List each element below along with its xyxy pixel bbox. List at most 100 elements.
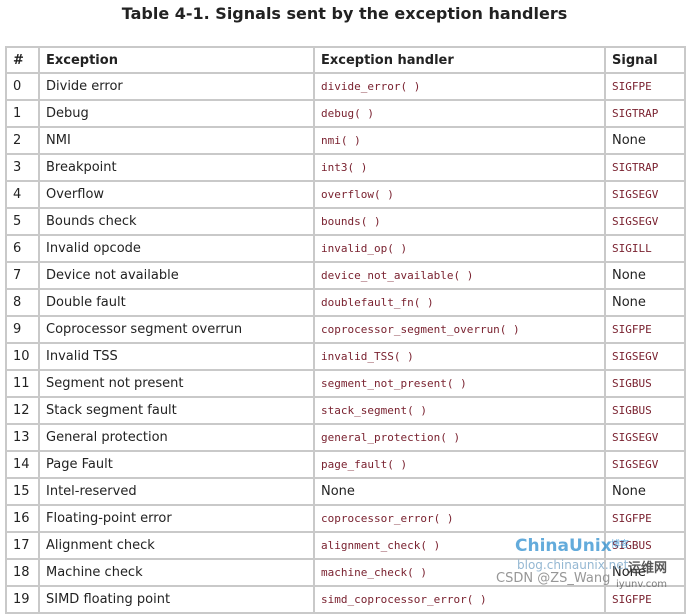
table-row: 3 Breakpoint int3( ) SIGTRAP xyxy=(6,154,685,181)
table-row: 14 Page Fault page_fault( ) SIGSEGV xyxy=(6,451,685,478)
row-number: 11 xyxy=(6,370,39,397)
column-header-signal: Signal xyxy=(605,47,685,73)
table-row: 16 Floating-point error coprocessor_error(… xyxy=(6,505,685,532)
row-number: 9 xyxy=(6,316,39,343)
table-row: 18 Machine check machine_check( ) None xyxy=(6,559,685,586)
row-number: 7 xyxy=(6,262,39,289)
row-number: 15 xyxy=(6,478,39,505)
exception-handler: int3( ) xyxy=(314,154,605,181)
row-number: 0 xyxy=(6,73,39,100)
signal-name: SIGBUS xyxy=(605,370,685,397)
table-row: 6 Invalid opcode invalid_op( ) SIGILL xyxy=(6,235,685,262)
exception-name: Coprocessor segment overrun xyxy=(39,316,314,343)
exception-handler: divide_error( ) xyxy=(314,73,605,100)
table-row: 9 Coprocessor segment overrun coprocessor_… xyxy=(6,316,685,343)
table-row: 13 General protection general_protection( … xyxy=(6,424,685,451)
exception-name: NMI xyxy=(39,127,314,154)
exception-handler: None xyxy=(314,478,605,505)
table-row: 1 Debug debug( ) SIGTRAP xyxy=(6,100,685,127)
exception-handler: general_protection( ) xyxy=(314,424,605,451)
exception-name: Page Fault xyxy=(39,451,314,478)
exception-name: Intel-reserved xyxy=(39,478,314,505)
signal-name: SIGFPE xyxy=(605,505,685,532)
signal-name: SIGSEGV xyxy=(605,208,685,235)
exception-handler: device_not_available( ) xyxy=(314,262,605,289)
exception-name: General protection xyxy=(39,424,314,451)
table-row: 11 Segment not present segment_not_present… xyxy=(6,370,685,397)
signal-name: None xyxy=(605,478,685,505)
signal-name: SIGBUS xyxy=(605,532,685,559)
exception-handler: coprocessor_segment_overrun( ) xyxy=(314,316,605,343)
table-row: 7 Device not available device_not_availabl… xyxy=(6,262,685,289)
signal-name: SIGBUS xyxy=(605,397,685,424)
column-header-number: # xyxy=(6,47,39,73)
exception-name: Invalid opcode xyxy=(39,235,314,262)
exception-name: Overflow xyxy=(39,181,314,208)
table-row: 4 Overflow overflow( ) SIGSEGV xyxy=(6,181,685,208)
row-number: 14 xyxy=(6,451,39,478)
signal-name: SIGFPE xyxy=(605,316,685,343)
exception-handler: bounds( ) xyxy=(314,208,605,235)
exception-name: Breakpoint xyxy=(39,154,314,181)
signal-name: SIGSEGV xyxy=(605,343,685,370)
signal-name: None xyxy=(605,289,685,316)
row-number: 18 xyxy=(6,559,39,586)
exception-handler: machine_check( ) xyxy=(314,559,605,586)
row-number: 13 xyxy=(6,424,39,451)
row-number: 3 xyxy=(6,154,39,181)
exception-name: Alignment check xyxy=(39,532,314,559)
row-number: 17 xyxy=(6,532,39,559)
table-row: 17 Alignment check alignment_check( ) SIGBU… xyxy=(6,532,685,559)
signal-name: None xyxy=(605,127,685,154)
exception-handler: stack_segment( ) xyxy=(314,397,605,424)
signal-name: SIGTRAP xyxy=(605,100,685,127)
exception-handler: doublefault_fn( ) xyxy=(314,289,605,316)
exception-name: Invalid TSS xyxy=(39,343,314,370)
header-row: # Exception Exception handler Signal xyxy=(6,47,685,73)
exception-name: Floating-point error xyxy=(39,505,314,532)
signal-name: SIGILL xyxy=(605,235,685,262)
exception-name: Device not available xyxy=(39,262,314,289)
table-title: Table 4-1. Signals sent by the exception… xyxy=(121,4,568,23)
exception-handler: alignment_check( ) xyxy=(314,532,605,559)
table-row: 5 Bounds check bounds( ) SIGSEGV xyxy=(6,208,685,235)
table-row: 2 NMI nmi( ) None xyxy=(6,127,685,154)
signal-name: SIGSEGV xyxy=(605,181,685,208)
exception-name: Double fault xyxy=(39,289,314,316)
column-header-handler: Exception handler xyxy=(314,47,605,73)
column-header-exception: Exception xyxy=(39,47,314,73)
exception-name: Debug xyxy=(39,100,314,127)
row-number: 2 xyxy=(6,127,39,154)
row-number: 1 xyxy=(6,100,39,127)
exception-name: Machine check xyxy=(39,559,314,586)
exception-handler: invalid_op( ) xyxy=(314,235,605,262)
signal-name: SIGFPE xyxy=(605,586,685,613)
table-row: 15 Intel-reserved None None xyxy=(6,478,685,505)
table-row: 12 Stack segment fault stack_segment( ) SIG… xyxy=(6,397,685,424)
row-number: 5 xyxy=(6,208,39,235)
exception-handler: segment_not_present( ) xyxy=(314,370,605,397)
exception-name: Segment not present xyxy=(39,370,314,397)
table-row: 10 Invalid TSS invalid_TSS( ) SIGSEGV xyxy=(6,343,685,370)
exception-handler: invalid_TSS( ) xyxy=(314,343,605,370)
row-number: 16 xyxy=(6,505,39,532)
exception-handler: nmi( ) xyxy=(314,127,605,154)
table-row: 8 Double fault doublefault_fn( ) None xyxy=(6,289,685,316)
row-number: 10 xyxy=(6,343,39,370)
row-number: 6 xyxy=(6,235,39,262)
signals-table: # Exception Exception handler Signal 0 Di… xyxy=(5,46,686,614)
exception-name: SIMD floating point xyxy=(39,586,314,613)
row-number: 12 xyxy=(6,397,39,424)
signal-name: None xyxy=(605,559,685,586)
signal-name: SIGSEGV xyxy=(605,424,685,451)
exception-handler: overflow( ) xyxy=(314,181,605,208)
exception-name: Divide error xyxy=(39,73,314,100)
signal-name: SIGSEGV xyxy=(605,451,685,478)
row-number: 8 xyxy=(6,289,39,316)
row-number: 4 xyxy=(6,181,39,208)
exception-handler: simd_coprocessor_error( ) xyxy=(314,586,605,613)
table-row: 0 Divide error divide_error( ) SIGFPE xyxy=(6,73,685,100)
exception-name: Bounds check xyxy=(39,208,314,235)
exception-handler: debug( ) xyxy=(314,100,605,127)
exception-handler: coprocessor_error( ) xyxy=(314,505,605,532)
